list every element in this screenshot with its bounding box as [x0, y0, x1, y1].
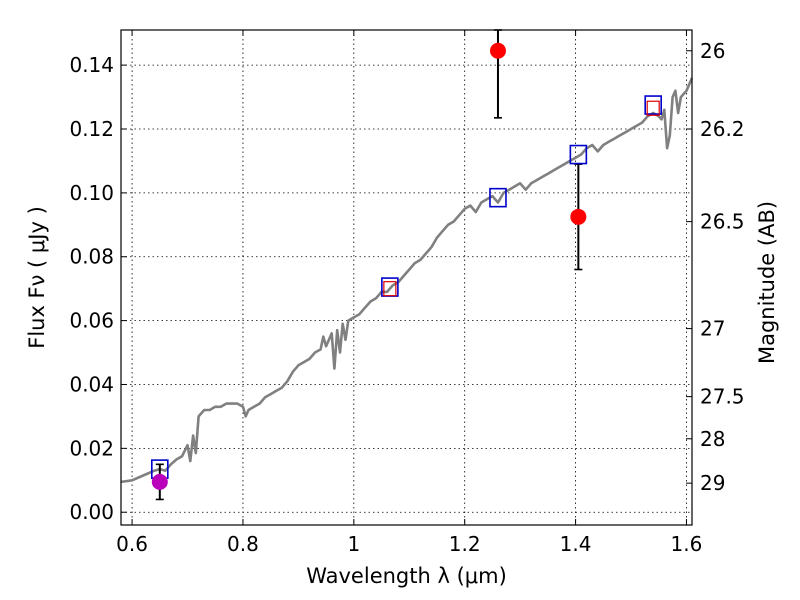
y-tick-label: 0.12: [69, 117, 114, 141]
y-tick-label: 0.06: [69, 309, 114, 333]
right-tick-label: 27: [700, 317, 725, 341]
right-tick-label: 27.5: [700, 385, 745, 409]
model-photometry-square: [569, 144, 588, 165]
x-tick-label: 0.8: [227, 532, 259, 556]
y-tick-label: 0.08: [69, 245, 114, 269]
y-tick-label: 0.10: [69, 181, 114, 205]
x-tick-label: 1: [347, 532, 360, 556]
y-tick-label: 0.04: [69, 372, 114, 396]
right-tick-label: 26.2: [700, 117, 745, 141]
x-tick-label: 1.4: [560, 532, 592, 556]
right-tick-label: 26: [700, 39, 725, 63]
axis-labels: 0.6 0.8 1 1.2 1.4 1.6 0.00 0.02 0.04 0.06 0.08 0.10…: [25, 39, 779, 588]
model-photometry-inner-square: [646, 100, 660, 116]
y-tick-label: 0.00: [69, 500, 114, 524]
right-tick-label: 26.5: [700, 210, 745, 234]
x-tick-label: 1.2: [449, 532, 481, 556]
model-photometry-square: [644, 95, 662, 115]
x-tick-label: 1.6: [671, 532, 703, 556]
plot-frame: [120, 29, 693, 526]
right-axis-label: Magnitude (AB): [755, 201, 779, 364]
y-tick-label: 0.02: [69, 436, 114, 460]
spectrum-layer: [120, 77, 694, 484]
observed-point: [570, 208, 587, 225]
y-tick-label: 0.14: [69, 53, 114, 77]
x-axis-label: Wavelength λ (μm): [306, 564, 507, 588]
y-axis-label: Flux Fν ( μJy ): [25, 206, 49, 349]
right-tick-label: 28: [700, 427, 725, 451]
tick-layer: [121, 30, 692, 525]
observed-point: [489, 42, 506, 59]
right-tick-label: 29: [700, 471, 725, 495]
model-photometry-square: [489, 187, 507, 208]
x-tick-label: 0.6: [116, 532, 148, 556]
model-photometry-inner-square: [383, 281, 397, 297]
marker-layer: [151, 42, 662, 490]
gridlines: [121, 30, 692, 525]
errorbar-layer: [155, 29, 583, 501]
observed-optical-point: [151, 473, 168, 490]
model-spectrum-line: [120, 77, 694, 484]
